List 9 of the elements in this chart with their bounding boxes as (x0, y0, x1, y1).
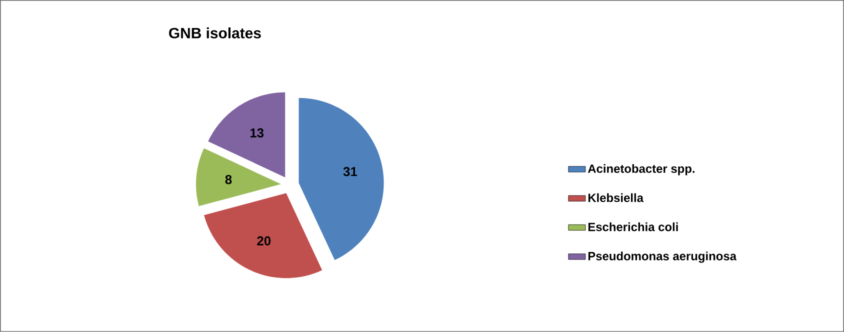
legend-label: Acinetobacter spp. (588, 164, 694, 176)
legend-label: Pseudomonas aeruginosa (588, 252, 737, 263)
data-label: 13 (250, 128, 264, 138)
chart-title: GNB isolates (169, 27, 261, 38)
legend-label: Klebsiella (588, 193, 644, 202)
data-label: 20 (257, 236, 271, 246)
legend-label: Escherichia coli (588, 222, 678, 232)
data-label: 31 (343, 167, 358, 176)
data-label: 8 (225, 175, 232, 184)
